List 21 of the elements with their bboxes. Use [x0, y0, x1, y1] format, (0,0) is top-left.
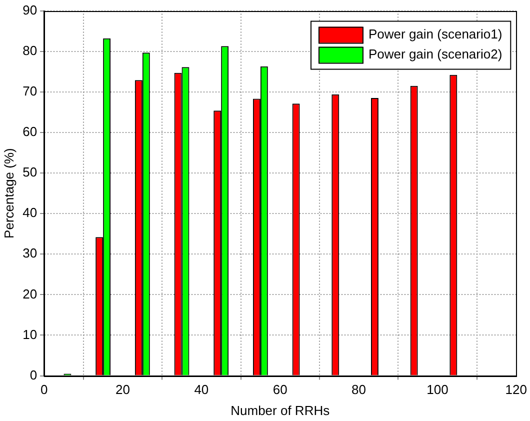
y-tick-label: 40: [22, 205, 38, 220]
y-tick-label: 50: [22, 164, 38, 180]
x-tick-label: 80: [352, 382, 366, 398]
y-axis-title: Percentage (%): [1, 148, 16, 238]
x-tick-label: 40: [194, 382, 209, 398]
legend-label: Power gain (scenario2): [368, 46, 502, 62]
y-tick-label: 60: [22, 124, 38, 140]
y-tick-label: 70: [22, 83, 38, 98]
y-tick-label: 10: [22, 326, 38, 342]
y-tick-label: 0: [30, 367, 38, 382]
x-tick-label: 20: [116, 382, 130, 398]
y-tick-label: 20: [22, 286, 38, 302]
y-tick-label: 30: [22, 246, 38, 261]
x-axis-title: Number of RRHs: [230, 402, 330, 418]
x-tick-label: 120: [505, 382, 528, 398]
y-tick-label: 80: [22, 42, 38, 58]
y-tick-label: 90: [22, 2, 38, 18]
x-tick-label: 100: [426, 382, 448, 398]
legend-label: Power gain (scenario1): [368, 26, 502, 42]
x-tick-label: 0: [40, 382, 48, 398]
x-tick-label: 60: [272, 382, 288, 398]
